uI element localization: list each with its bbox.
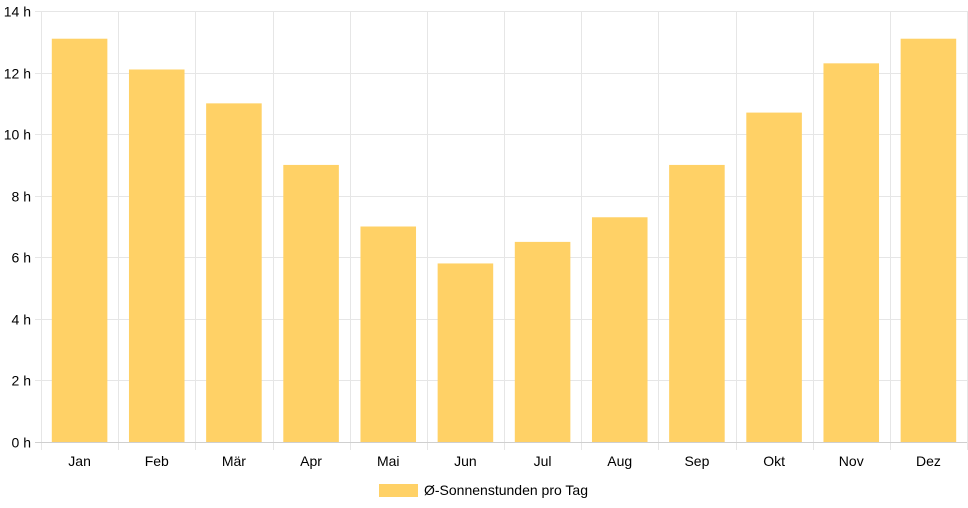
bar-sep[interactable] — [669, 164, 725, 442]
y-tick-label: 0 h — [12, 435, 31, 451]
x-tick-label: Mai — [377, 453, 400, 469]
x-tick-label: Nov — [839, 453, 864, 469]
bar-feb[interactable] — [128, 69, 185, 442]
legend[interactable]: Ø-Sonnenstunden pro Tag — [379, 482, 588, 498]
bar-apr[interactable] — [283, 164, 339, 442]
x-tick-label: Apr — [300, 453, 322, 469]
bar-mai[interactable] — [360, 226, 417, 443]
y-tick-label: 12 h — [4, 66, 31, 82]
bars — [51, 38, 957, 443]
bar-aug[interactable] — [591, 217, 648, 442]
x-tick-label: Dez — [916, 453, 941, 469]
x-tick-label: Feb — [145, 453, 169, 469]
bar-okt[interactable] — [746, 112, 802, 442]
x-tick-label: Jan — [68, 453, 91, 469]
x-tick-label: Sep — [684, 453, 709, 469]
legend-swatch[interactable] — [379, 484, 418, 497]
axes: 0 h 2 h 4 h 6 h 8 h 10 h 12 h 14 h Jan Feb Mär Apr M… — [4, 4, 967, 469]
bar-dez[interactable] — [900, 38, 957, 442]
y-tick-label: 6 h — [12, 250, 31, 266]
y-tick-label: 14 h — [4, 4, 31, 20]
x-tick-label: Jun — [454, 453, 477, 469]
bar-jul[interactable] — [514, 241, 571, 442]
y-tick-label: 2 h — [12, 373, 31, 389]
bar-mär[interactable] — [206, 103, 262, 442]
grid-lines — [35, 11, 968, 450]
x-tick-label: Mär — [222, 453, 246, 469]
bar-nov[interactable] — [823, 63, 880, 442]
x-tick-label: Jul — [534, 453, 552, 469]
y-tick-label: 4 h — [12, 312, 31, 328]
x-tick-label: Aug — [607, 453, 632, 469]
y-tick-label: 10 h — [4, 127, 31, 143]
bar-jun[interactable] — [437, 263, 494, 442]
bar-jan[interactable] — [51, 38, 108, 442]
y-tick-label: 8 h — [12, 189, 31, 205]
x-tick-label: Okt — [763, 453, 785, 469]
legend-label[interactable]: Ø-Sonnenstunden pro Tag — [424, 482, 588, 498]
